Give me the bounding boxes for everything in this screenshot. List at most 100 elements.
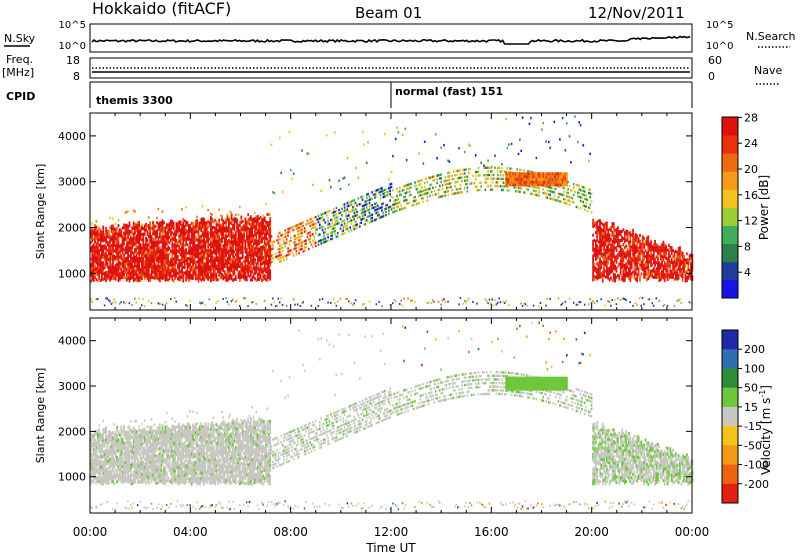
data-cell	[201, 266, 204, 270]
data-cell	[266, 278, 269, 282]
data-cell	[534, 180, 536, 184]
data-cell	[163, 246, 165, 250]
data-cell	[102, 233, 105, 237]
data-cell	[117, 232, 120, 236]
data-cell	[106, 229, 109, 233]
data-cell	[572, 301, 575, 304]
data-cell	[510, 175, 513, 179]
data-cell	[256, 250, 259, 254]
data-cell	[502, 300, 504, 303]
data-cell	[182, 224, 185, 228]
data-cell	[193, 247, 196, 251]
data-cell	[327, 220, 329, 223]
data-cell	[192, 271, 194, 275]
data-cell	[222, 222, 225, 226]
data-cell	[107, 277, 110, 280]
data-cell	[214, 265, 216, 269]
data-cell	[149, 229, 152, 233]
data-cell	[626, 274, 629, 278]
data-cell	[643, 242, 645, 246]
data-cell	[459, 187, 462, 190]
data-cell	[630, 257, 633, 261]
data-cell	[160, 221, 163, 225]
data-cell	[646, 242, 648, 246]
data-cell	[611, 248, 614, 252]
data-cell	[634, 233, 637, 237]
data-cell	[556, 199, 558, 202]
data-cell	[123, 275, 125, 279]
data-cell	[342, 177, 345, 180]
data-cell	[128, 224, 131, 228]
data-cell	[208, 267, 211, 271]
data-cell	[353, 208, 356, 211]
data-cell	[179, 269, 182, 273]
data-cell	[98, 238, 101, 242]
data-cell	[124, 237, 127, 241]
data-cell	[138, 265, 141, 268]
data-cell	[564, 172, 567, 176]
data-cell	[207, 255, 210, 259]
data-cell	[136, 251, 139, 255]
data-cell	[328, 225, 331, 229]
data-cell	[363, 303, 365, 305]
data-cell	[622, 276, 625, 279]
data-cell	[250, 218, 252, 221]
data-cell	[535, 183, 538, 187]
data-cell	[450, 182, 452, 185]
data-cell	[163, 265, 165, 269]
data-cell	[519, 138, 521, 141]
data-cell	[250, 242, 252, 246]
data-cell	[256, 261, 259, 265]
data-cell	[131, 243, 134, 246]
data-cell	[255, 221, 258, 225]
data-cell	[192, 243, 194, 247]
data-cell	[654, 263, 656, 267]
data-cell	[359, 215, 361, 219]
data-cell	[633, 273, 636, 277]
data-cell	[608, 257, 611, 261]
data-cell	[597, 225, 600, 229]
data-cell	[237, 234, 240, 238]
data-cell	[159, 251, 161, 255]
data-cell	[567, 199, 569, 202]
data-cell	[596, 235, 599, 239]
data-cell	[225, 248, 227, 252]
data-cell	[295, 227, 298, 230]
data-cell	[491, 298, 493, 301]
data-cell	[96, 246, 99, 250]
data-cell	[320, 239, 322, 242]
data-cell	[164, 253, 167, 257]
station-title: Hokkaido (fitACF)	[92, 0, 231, 18]
data-cell	[600, 230, 603, 234]
data-cell	[397, 131, 400, 134]
data-cell	[408, 194, 411, 197]
data-cell	[226, 234, 229, 238]
data-cell	[101, 277, 103, 281]
data-cell	[171, 261, 174, 265]
data-cell	[254, 216, 256, 220]
data-cell	[123, 267, 125, 271]
data-cell	[485, 173, 488, 177]
data-cell	[506, 189, 509, 192]
data-cell	[120, 262, 123, 266]
data-cell	[661, 243, 663, 247]
data-cell	[229, 246, 232, 250]
data-cell	[636, 243, 639, 247]
data-cell	[123, 272, 125, 276]
data-cell	[618, 253, 621, 257]
data-cell	[448, 186, 451, 189]
data-cell	[596, 274, 599, 278]
data-cell	[485, 166, 488, 169]
data-cell	[335, 216, 338, 219]
data-cell	[633, 237, 636, 241]
data-cell	[577, 303, 579, 306]
colorbar-swatch	[722, 225, 738, 245]
data-cell	[382, 211, 385, 215]
data-cell	[560, 180, 563, 184]
data-cell	[113, 243, 116, 247]
data-cell	[149, 273, 152, 277]
data-cell	[549, 180, 552, 184]
data-cell	[141, 304, 143, 307]
data-cell	[240, 215, 243, 219]
data-cell	[210, 257, 212, 261]
